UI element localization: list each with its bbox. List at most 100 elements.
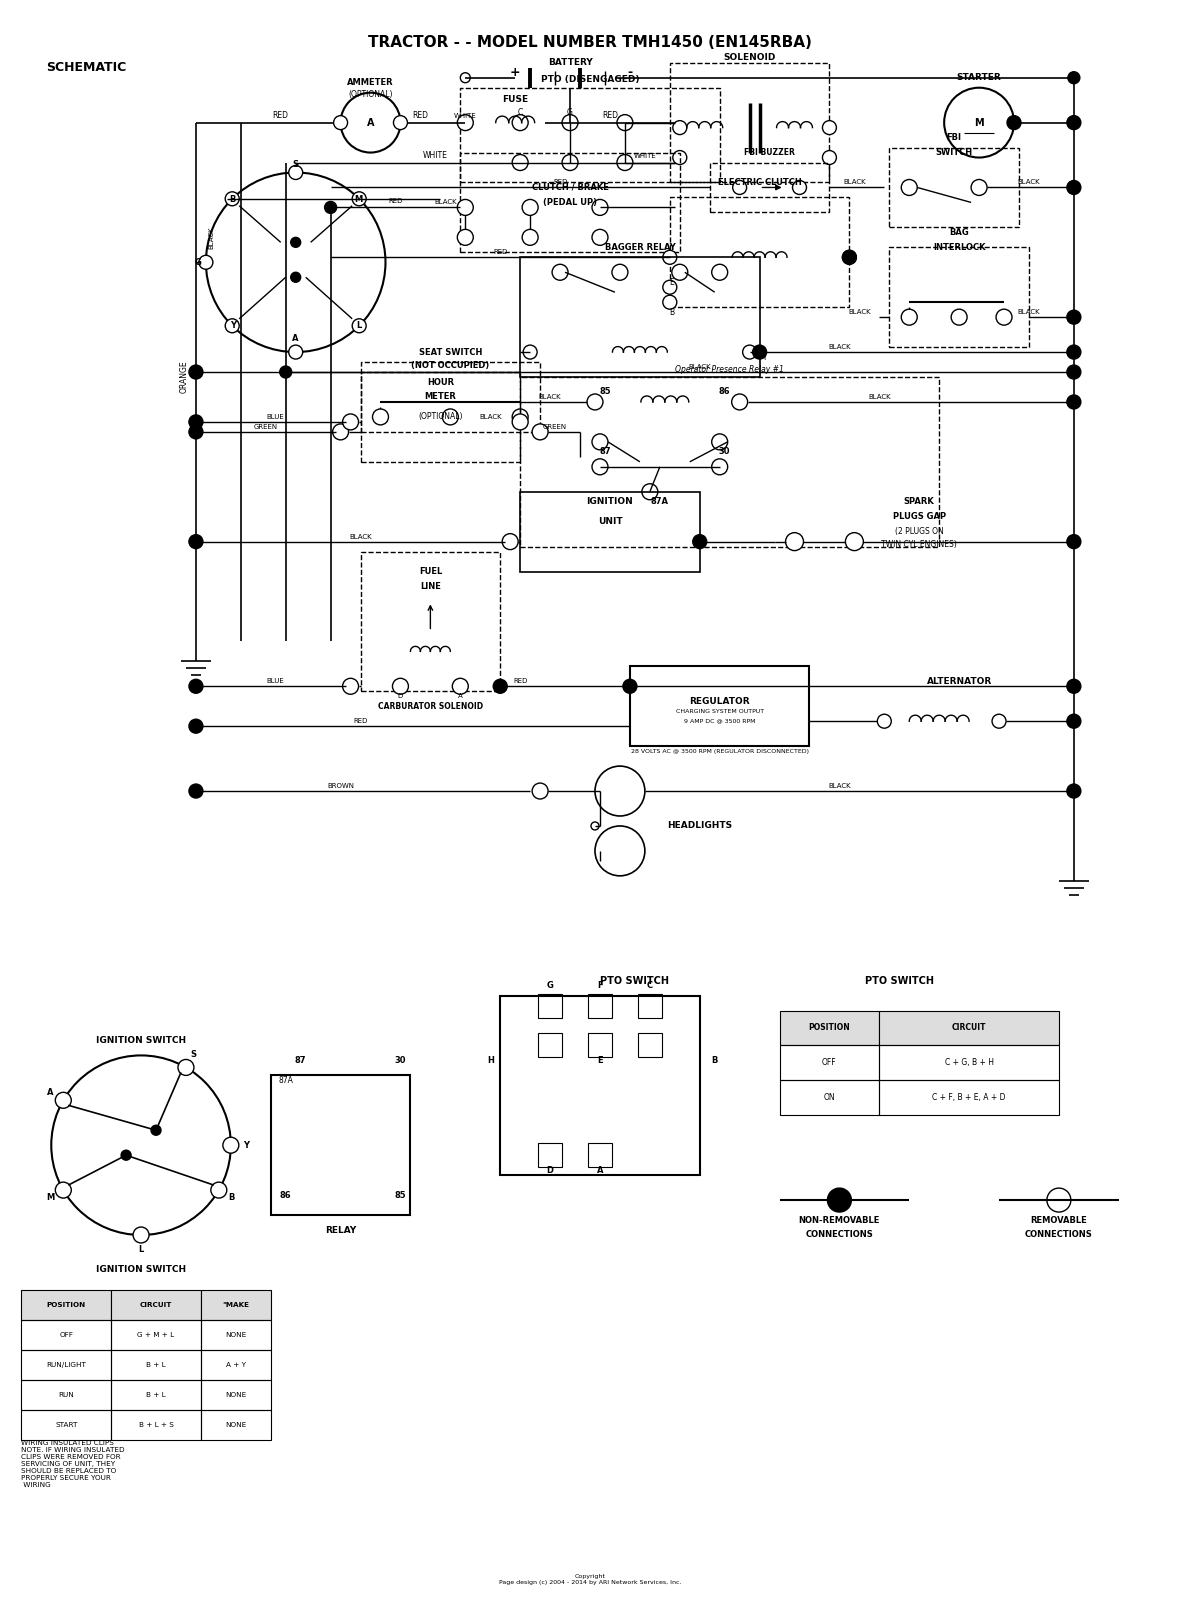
Circle shape	[289, 346, 303, 359]
Circle shape	[512, 115, 529, 131]
Text: Y: Y	[230, 320, 236, 330]
Text: BAGGER RELAY: BAGGER RELAY	[604, 242, 675, 252]
Text: A + Y: A + Y	[225, 1362, 245, 1367]
Text: RED: RED	[353, 718, 368, 724]
Text: B: B	[230, 196, 236, 204]
Circle shape	[592, 459, 608, 475]
Text: FUEL: FUEL	[419, 567, 442, 575]
Bar	[520, 491, 700, 572]
Text: BLACK: BLACK	[479, 414, 502, 420]
Bar	[111, 1290, 201, 1320]
Text: FBI BUZZER: FBI BUZZER	[745, 149, 795, 157]
Text: 9 AMP DC @ 3500 RPM: 9 AMP DC @ 3500 RPM	[684, 719, 755, 724]
Text: B: B	[669, 307, 674, 317]
Circle shape	[843, 250, 857, 265]
Circle shape	[1047, 1188, 1071, 1212]
Circle shape	[1067, 310, 1081, 325]
Text: 85: 85	[394, 1191, 406, 1199]
Text: 85: 85	[599, 388, 611, 396]
Circle shape	[693, 535, 707, 548]
Bar	[500, 995, 700, 1175]
Circle shape	[133, 1227, 149, 1243]
Bar	[638, 1034, 662, 1057]
Text: PTO SWITCH: PTO SWITCH	[865, 976, 933, 986]
Circle shape	[51, 1055, 231, 1235]
Circle shape	[225, 318, 240, 333]
Text: S: S	[190, 1050, 196, 1058]
Text: BLACK: BLACK	[208, 226, 214, 249]
Circle shape	[341, 92, 400, 152]
Text: LINE: LINE	[420, 582, 441, 591]
Circle shape	[786, 533, 804, 551]
Circle shape	[971, 179, 986, 196]
Circle shape	[612, 265, 628, 280]
Circle shape	[673, 121, 687, 134]
Text: TRACTOR - - MODEL NUMBER TMH1450 (EN145RBA): TRACTOR - - MODEL NUMBER TMH1450 (EN145R…	[368, 36, 812, 50]
Circle shape	[503, 533, 518, 549]
Circle shape	[342, 679, 359, 695]
Bar	[201, 1380, 270, 1409]
Text: BAG: BAG	[949, 228, 969, 238]
Circle shape	[733, 181, 747, 194]
Bar	[460, 152, 680, 252]
Bar	[588, 1034, 612, 1057]
Circle shape	[189, 719, 203, 734]
Text: ALTERNATOR: ALTERNATOR	[926, 677, 991, 685]
Text: "MAKE: "MAKE	[222, 1302, 249, 1307]
Text: H: H	[487, 1055, 493, 1065]
Text: G: G	[195, 259, 202, 267]
Text: BLACK: BLACK	[843, 179, 866, 186]
Text: M: M	[354, 196, 362, 204]
Text: RED: RED	[273, 112, 289, 120]
Text: SEAT SWITCH: SEAT SWITCH	[419, 347, 481, 357]
Text: RED: RED	[602, 112, 618, 120]
Text: CHARGING SYSTEM OUTPUT: CHARGING SYSTEM OUTPUT	[676, 709, 763, 714]
Circle shape	[992, 714, 1007, 729]
Circle shape	[673, 150, 687, 165]
Text: CIRCUIT: CIRCUIT	[140, 1302, 172, 1307]
Circle shape	[458, 199, 473, 215]
Bar	[111, 1409, 201, 1440]
Text: L: L	[356, 320, 361, 330]
Text: BLACK: BLACK	[434, 199, 457, 205]
Circle shape	[55, 1183, 71, 1197]
Bar	[638, 994, 662, 1018]
Circle shape	[712, 459, 728, 475]
Bar	[890, 147, 1020, 228]
Circle shape	[1068, 535, 1080, 548]
Circle shape	[460, 73, 471, 82]
Text: IGNITION SWITCH: IGNITION SWITCH	[96, 1036, 186, 1046]
Text: L: L	[138, 1246, 144, 1254]
Text: HOUR: HOUR	[427, 378, 454, 386]
Text: D: D	[398, 693, 404, 700]
Text: BATTERY: BATTERY	[548, 58, 592, 68]
Text: IGNITION: IGNITION	[586, 498, 634, 506]
Circle shape	[452, 679, 468, 695]
Circle shape	[458, 116, 472, 129]
Circle shape	[189, 365, 203, 380]
Bar	[538, 1143, 562, 1167]
Circle shape	[1068, 346, 1080, 359]
Bar	[520, 257, 760, 377]
Circle shape	[280, 367, 291, 378]
Text: 28 VOLTS AC @ 3500 RPM (REGULATOR DISCONNECTED): 28 VOLTS AC @ 3500 RPM (REGULATOR DISCON…	[630, 748, 808, 753]
Circle shape	[1068, 716, 1080, 727]
Circle shape	[592, 199, 608, 215]
Text: GREEN: GREEN	[543, 423, 568, 430]
Text: (2 PLUGS ON: (2 PLUGS ON	[894, 527, 944, 537]
Bar	[270, 1075, 411, 1215]
Text: IGNITION SWITCH: IGNITION SWITCH	[96, 1265, 186, 1275]
Circle shape	[1067, 784, 1081, 798]
Circle shape	[592, 229, 608, 246]
Text: (NOT OCCUPIED): (NOT OCCUPIED)	[411, 360, 490, 370]
Text: REMOVABLE: REMOVABLE	[1030, 1215, 1087, 1225]
Circle shape	[822, 150, 837, 165]
Circle shape	[1068, 312, 1080, 323]
Circle shape	[189, 784, 203, 798]
Bar	[111, 1380, 201, 1409]
Circle shape	[663, 250, 677, 265]
Text: NON-REMOVABLE: NON-REMOVABLE	[799, 1215, 880, 1225]
Circle shape	[393, 679, 408, 695]
Text: WIRING INSULATED CLIPS
NOTE. IF WIRING INSULATED
CLIPS WERE REMOVED FOR
SERVICIN: WIRING INSULATED CLIPS NOTE. IF WIRING I…	[21, 1440, 125, 1487]
Text: RED: RED	[412, 112, 428, 120]
